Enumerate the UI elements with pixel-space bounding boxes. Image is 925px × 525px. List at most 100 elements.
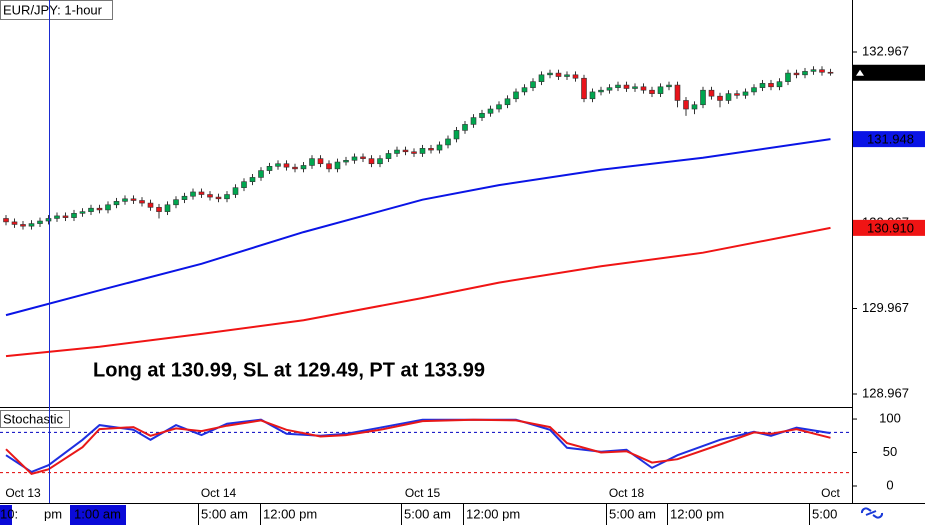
candle-body (258, 170, 264, 178)
candle-body (207, 194, 213, 198)
candle-body (402, 149, 409, 153)
candle-body (819, 69, 825, 73)
candle-body (589, 91, 596, 100)
time-label: 10: (0, 506, 18, 521)
x-tick-label: Oct 13 (5, 486, 41, 500)
candle-body (215, 196, 222, 200)
y-tick-label: 129.967 (862, 300, 909, 315)
time-label: 12:00 pm (263, 506, 317, 521)
candle-body (572, 74, 579, 79)
candle-body (768, 83, 774, 88)
candle-body (181, 195, 188, 200)
candle-body (428, 148, 434, 151)
candle-body (113, 201, 120, 206)
candle-body (79, 211, 86, 214)
candle-body (445, 138, 451, 146)
candle-body (487, 108, 494, 114)
candle-body (173, 199, 179, 206)
candle-body (139, 200, 145, 204)
candle-body (827, 71, 834, 74)
x-tick-label: Oct 14 (201, 486, 237, 500)
candle-body (691, 104, 698, 110)
candle-body (785, 72, 791, 82)
candle-body (88, 207, 94, 212)
candle-body (45, 218, 52, 222)
candle-body (683, 100, 689, 110)
candle-body (385, 153, 392, 159)
indicator-title-box (0, 410, 70, 428)
y-tick-label: 132.967 (862, 43, 909, 58)
candle-body (793, 72, 800, 76)
candle-body (241, 181, 247, 188)
candle-body (802, 71, 808, 76)
candle-body (292, 166, 298, 170)
candle-body (640, 86, 647, 91)
candle-body (700, 89, 706, 106)
candle-body (130, 198, 137, 201)
candle-body (496, 104, 502, 110)
candle-body (742, 91, 749, 96)
candle-body (54, 215, 60, 219)
candle-body (156, 207, 162, 212)
ma-price-tag-box (853, 219, 925, 236)
candle-body (62, 215, 69, 218)
time-label: 5:00 (812, 506, 837, 521)
candle-body (360, 156, 366, 159)
candle-body (224, 194, 230, 200)
time-label: 12:00 pm (670, 506, 724, 521)
candle-body (649, 89, 655, 94)
candle-body (326, 163, 332, 170)
candle-body (198, 191, 205, 195)
y-tick-label: 100 (879, 410, 901, 425)
line-series (5, 138, 831, 317)
candle-body (623, 84, 630, 89)
time-label: pm (44, 506, 62, 521)
candle-body (547, 72, 553, 76)
ma-price-tag-label: 131.948 (867, 132, 914, 147)
time-label: 5:00 am (609, 506, 656, 521)
ma-price-tag-box (853, 131, 925, 148)
candle-body (674, 84, 681, 101)
candle-body (759, 83, 766, 88)
candle-body (462, 124, 468, 131)
candle-body (513, 91, 519, 100)
candle-body (20, 224, 26, 227)
candle-body (581, 77, 587, 100)
candle-body (708, 89, 715, 97)
candle-body (615, 84, 621, 88)
candle-body (479, 112, 485, 118)
candle-body (717, 95, 723, 101)
candle-body (3, 218, 9, 223)
candle-body (368, 158, 375, 165)
candle-body (377, 158, 383, 165)
candle-body (521, 87, 528, 93)
line-series (5, 418, 831, 476)
candle-body (190, 191, 196, 197)
candle-body (606, 87, 613, 91)
candle-body (266, 166, 273, 171)
link-icon (860, 507, 884, 519)
annotation: Long at 130.99, SL at 129.49, PT at 133.… (93, 359, 485, 381)
candle-body (411, 151, 417, 154)
last-price-tag-box (853, 64, 925, 81)
candle-body (96, 207, 103, 211)
candle-body (436, 144, 443, 151)
title-box (0, 0, 113, 20)
candle-body (725, 93, 732, 101)
price-arrow (856, 69, 864, 76)
candle-body (810, 69, 817, 72)
candle-body (309, 158, 315, 166)
candle-body (28, 223, 35, 227)
candle-body (11, 221, 18, 225)
chart-title: EUR/JPY: 1-hour (3, 2, 103, 17)
time-highlight (70, 505, 126, 525)
indicator-title: Stochastic (3, 411, 63, 426)
candle-body (249, 177, 256, 182)
time-label: 12:00 pm (466, 506, 520, 521)
candle-body (71, 213, 77, 218)
candle-body (147, 202, 154, 208)
candle-body (334, 161, 341, 170)
line-series (5, 226, 831, 358)
candle-body (470, 117, 477, 125)
